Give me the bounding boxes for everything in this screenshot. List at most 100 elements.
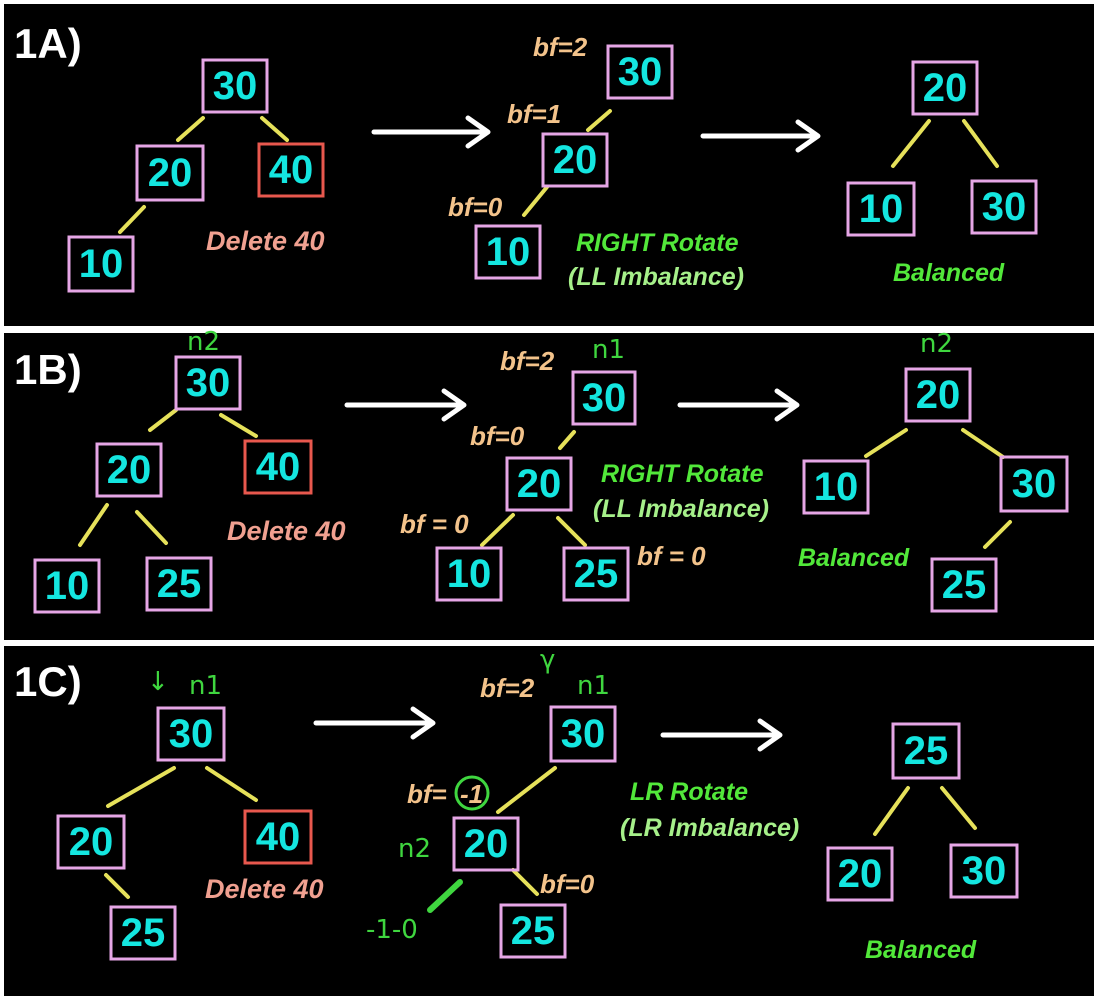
tree-balanced: 20 10 30	[846, 60, 1038, 237]
arrow-right-icon	[660, 718, 783, 752]
svg-text:40: 40	[269, 148, 314, 192]
tree-unbalanced: 30 20 10 25	[435, 370, 637, 602]
tree-node: 10	[435, 546, 503, 602]
svg-text:30: 30	[962, 849, 1007, 893]
tree-node: 25	[499, 903, 567, 959]
svg-text:30: 30	[618, 50, 663, 94]
tree-node: 30	[606, 44, 674, 100]
svg-text:10: 10	[447, 552, 492, 596]
edge	[205, 766, 258, 802]
handwritten-label: n2	[398, 834, 431, 864]
svg-text:30: 30	[1012, 462, 1057, 506]
delete-label: Delete 40	[206, 226, 325, 256]
tree-unbalanced: 30 20 25	[452, 705, 617, 959]
tree-node: 20	[911, 60, 979, 116]
edge	[556, 516, 587, 547]
svg-text:20: 20	[517, 462, 562, 506]
svg-text:30: 30	[186, 361, 231, 405]
svg-text:25: 25	[157, 562, 202, 606]
balance-factor-label: bf=2	[500, 346, 555, 376]
panel-1a: 1A) 30 20 40 10 Delete 40	[14, 20, 1038, 293]
tree-node: 30	[156, 706, 226, 762]
deleted-tree-node: 40	[243, 809, 313, 865]
tree-node: 20	[826, 846, 894, 902]
arrow-right-icon	[677, 388, 800, 422]
svg-text:10: 10	[814, 465, 859, 509]
edge	[135, 510, 168, 545]
panel-1c: 1C) 30 20 40 25 ↓ n1 Delete 40	[14, 645, 1019, 964]
svg-text:40: 40	[256, 445, 301, 489]
edge	[961, 428, 1005, 459]
tree-node: 20	[904, 367, 972, 423]
tree-node: 10	[846, 181, 916, 237]
tree-node: 30	[999, 455, 1069, 513]
panel-1a-background	[4, 4, 1094, 326]
svg-text:10: 10	[45, 564, 90, 608]
rotate-label: RIGHT Rotate	[601, 460, 764, 488]
svg-text:20: 20	[838, 852, 883, 896]
down-arrow-icon: ↓	[147, 667, 169, 697]
handwritten-label: n1	[592, 335, 625, 365]
tree-before: 30 20 40 10 25	[33, 355, 313, 614]
panel-title: 1A)	[14, 20, 82, 67]
balanced-label: Balanced	[798, 544, 910, 572]
svg-text:30: 30	[582, 376, 627, 420]
edge	[940, 786, 977, 830]
svg-text:20: 20	[916, 373, 961, 417]
handwritten-label: n1	[577, 671, 610, 701]
edge	[104, 873, 130, 899]
panel-title: 1C)	[14, 658, 82, 705]
handwritten-label: n2	[187, 327, 220, 357]
balance-factor-label: bf = 0	[637, 541, 706, 571]
edge	[148, 408, 178, 432]
svg-text:30: 30	[561, 712, 606, 756]
rotate-label: RIGHT Rotate	[576, 229, 739, 257]
edge	[106, 766, 176, 808]
edge	[480, 513, 515, 547]
svg-text:20: 20	[69, 820, 114, 864]
tree-node: 20	[56, 814, 126, 870]
svg-text:25: 25	[904, 729, 949, 773]
imbalance-label: (LL Imbalance)	[568, 263, 744, 291]
tree-node: 30	[549, 705, 617, 763]
edge	[176, 116, 205, 142]
svg-text:20: 20	[923, 66, 968, 110]
svg-text:25: 25	[121, 911, 166, 955]
rotate-label: LR Rotate	[630, 778, 748, 806]
panel-1b-background	[4, 333, 1094, 640]
edge	[496, 766, 557, 814]
balanced-label: Balanced	[865, 936, 977, 964]
edge	[78, 503, 109, 547]
tree-before: 30 20 40 25	[56, 706, 313, 961]
handwritten-label: n2	[920, 329, 953, 359]
tree-node: 25	[930, 557, 998, 613]
balance-factor-label: bf=0	[470, 421, 525, 451]
edge	[983, 520, 1012, 549]
balance-factor-value: -1	[460, 779, 483, 809]
tree-node: 10	[474, 224, 542, 280]
balance-factor-label: bf=1	[507, 99, 561, 129]
svg-text:20: 20	[107, 448, 152, 492]
tree-unbalanced: 30 20 10	[474, 44, 674, 280]
highlight-circle	[454, 775, 490, 811]
tree-node: 30	[201, 58, 269, 114]
tree-node: 20	[541, 132, 609, 188]
deleted-tree-node: 40	[243, 439, 313, 495]
panel-1c-background	[4, 646, 1094, 996]
svg-text:30: 30	[982, 185, 1027, 229]
tree-node: 20	[452, 816, 520, 872]
tree-node: 30	[174, 355, 242, 411]
balance-factor-label: bf=	[407, 779, 447, 809]
arrow-right-icon	[371, 115, 491, 149]
arrow-right-icon	[700, 119, 821, 153]
svg-text:10: 10	[859, 187, 904, 231]
svg-text:30: 30	[213, 64, 258, 108]
deleted-tree-node: 40	[257, 142, 325, 198]
balance-factor-label: bf=0	[448, 192, 503, 222]
svg-text:25: 25	[511, 909, 556, 953]
balanced-label: Balanced	[893, 259, 1005, 287]
tree-balanced: 20 10 30 25	[802, 367, 1069, 613]
tree-balanced: 25 20 30	[826, 722, 1019, 902]
edge	[511, 868, 539, 896]
tree-node: 25	[145, 556, 213, 612]
